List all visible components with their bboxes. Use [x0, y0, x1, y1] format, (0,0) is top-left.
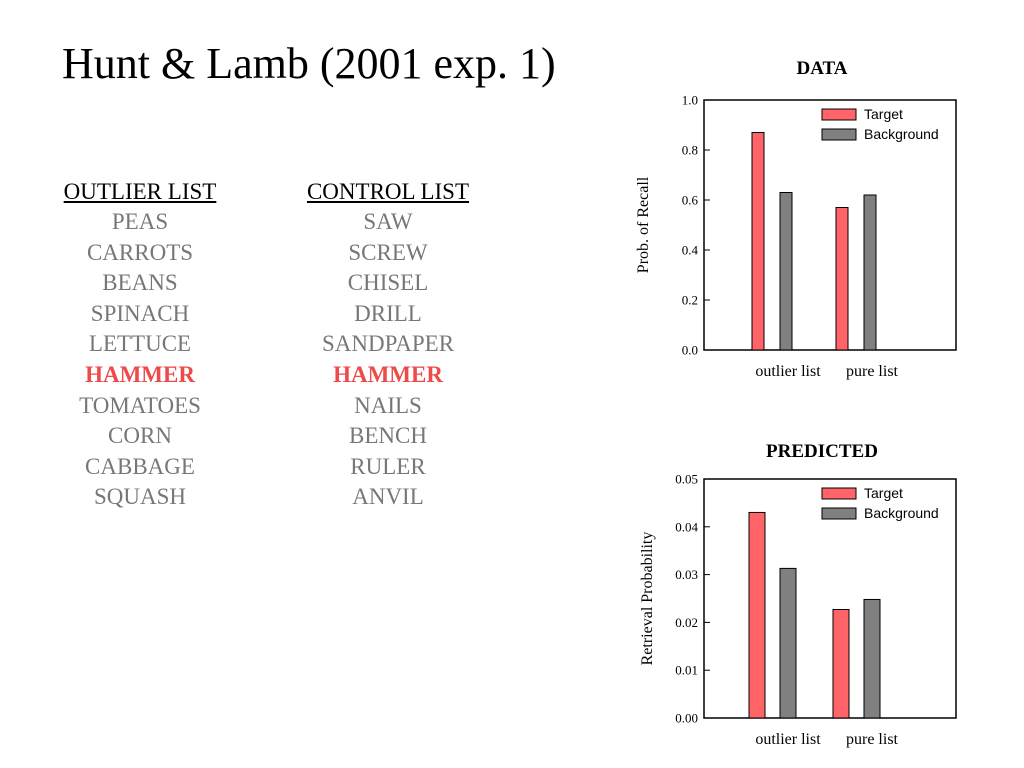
background-legend-swatch	[821, 507, 857, 520]
background-bar	[779, 567, 797, 719]
outlier-list-item: HAMMER	[85, 361, 195, 387]
outlier-list-item: BEANS	[102, 270, 178, 296]
outlier-list: OUTLIER LIST PEAS CARROTS BEANS SPINACH LETT…	[20, 176, 260, 513]
control-list-item: CHISEL	[347, 270, 429, 296]
control-list-item: SANDPAPER	[321, 331, 455, 357]
outlier-list-item: SQUASH	[93, 484, 187, 510]
predicted-chart: PREDICTED 0.00 0.01 0.02 0.03 0.04 0.05 Retriev…	[639, 441, 957, 748]
background-legend-label: Background	[864, 126, 939, 142]
control-list-item: RULER	[350, 453, 426, 479]
outlier-list-item: CARROTS	[86, 239, 194, 265]
y-tick-label: 0.01	[675, 663, 698, 678]
background-bar	[779, 192, 793, 351]
y-tick-label: 0.00	[675, 711, 698, 726]
background-bar	[863, 598, 881, 719]
target-bar	[751, 132, 765, 351]
y-tick-label: 0.8	[682, 143, 698, 158]
y-tick-label: 0.6	[682, 193, 699, 208]
target-bar	[835, 207, 849, 351]
control-list-item: SCREW	[348, 239, 428, 265]
y-tick-label: 0.4	[682, 243, 699, 258]
y-axis-label: Prob. of Recall	[635, 176, 652, 273]
y-tick-label: 0.03	[675, 567, 698, 582]
background-legend-swatch	[821, 128, 857, 141]
target-legend-swatch	[821, 487, 857, 500]
x-tick-label: pure list	[846, 731, 899, 748]
outlier-list-item: PEAS	[111, 209, 169, 234]
control-list-item: NAILS	[354, 392, 422, 418]
x-tick-label: outlier list	[755, 731, 821, 748]
outlier-list-item: CORN	[108, 423, 172, 449]
control-list-item: HAMMER	[333, 361, 443, 387]
control-list: CONTROL LIST SAW SCREW CHISEL DRILL SANDPAPE…	[268, 176, 508, 513]
x-tick-label: outlier list	[755, 363, 821, 380]
control-list-item: BENCH	[349, 423, 427, 449]
chart-title: DATA	[796, 58, 847, 79]
y-tick-label: 0.2	[682, 293, 698, 308]
data-chart: DATA 0.0 0.2 0.4 0.6 0.8 1.0 Prob. of Recall out…	[635, 58, 957, 380]
chart-title: PREDICTED	[766, 441, 878, 462]
target-bar	[748, 511, 766, 719]
x-tick-label: pure list	[846, 363, 899, 380]
slide-title: Hunt & Lamb (2001 exp. 1)	[62, 39, 556, 88]
outlier-list-item: LETTUCE	[88, 331, 192, 357]
y-tick-label: 0.04	[675, 519, 698, 534]
control-list-header: CONTROL LIST	[306, 179, 470, 204]
target-legend-swatch	[821, 108, 857, 121]
y-tick-label: 0.0	[682, 343, 698, 358]
target-legend-label: Target	[864, 485, 903, 501]
plot-frame	[703, 99, 957, 351]
outlier-list-item: TOMATOES	[79, 392, 201, 418]
background-bar	[863, 194, 877, 351]
control-list-item: SAW	[363, 209, 413, 234]
control-list-item: ANVIL	[352, 484, 424, 510]
control-list-item: DRILL	[354, 300, 422, 326]
y-tick-label: 1.0	[682, 93, 698, 108]
target-bar	[832, 608, 850, 719]
y-tick-label: 0.05	[675, 472, 698, 487]
plot-frame	[703, 478, 957, 719]
outlier-list-header: OUTLIER LIST	[63, 179, 217, 204]
background-legend-label: Background	[864, 505, 939, 521]
target-legend-label: Target	[864, 106, 903, 122]
outlier-list-item: SPINACH	[90, 300, 190, 326]
y-axis-label: Retrieval Probability	[639, 532, 656, 666]
outlier-list-item: CABBAGE	[85, 453, 195, 479]
y-tick-label: 0.02	[675, 615, 698, 630]
